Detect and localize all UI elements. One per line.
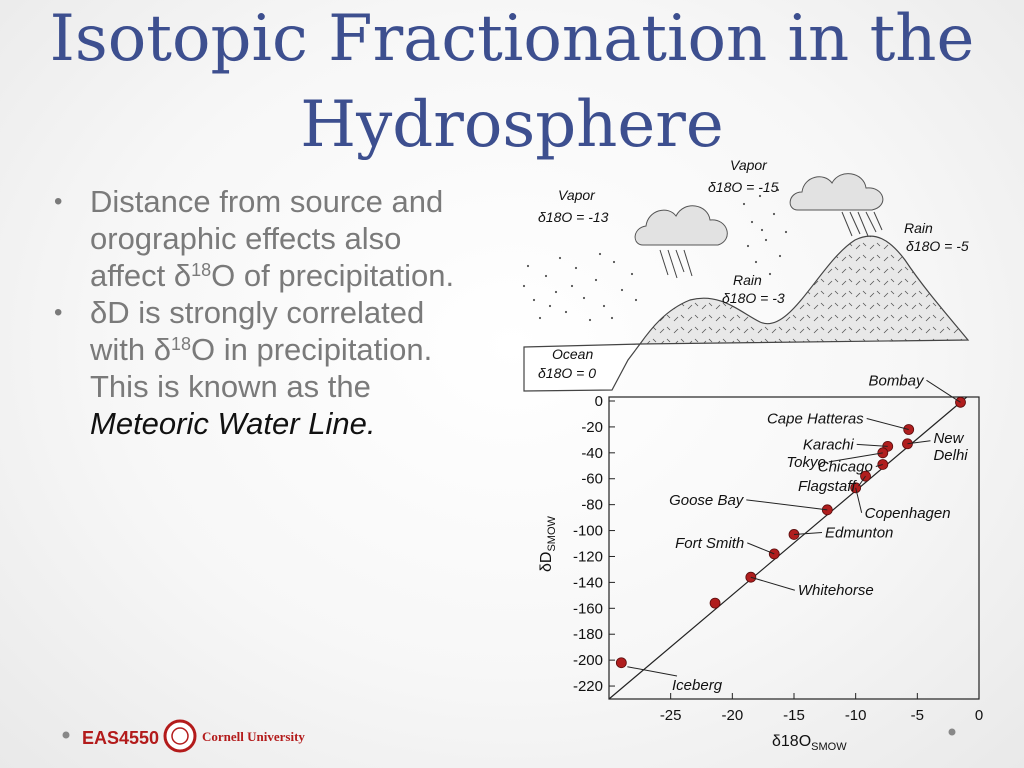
bullet-2: • δD is strongly correlated with δ18O in… (54, 294, 484, 442)
ocean-value: δ18O = 0 (538, 365, 596, 381)
y-tick-label: -140 (573, 574, 603, 591)
x-tick-label: 0 (975, 707, 983, 724)
x-tick-label: -5 (911, 707, 924, 724)
point-label: Goose Bay (669, 492, 745, 509)
annotation-leader (750, 576, 795, 591)
bullet-2-sup: 18 (171, 334, 192, 354)
y-tick-label: -200 (573, 652, 603, 669)
annotation-leader (828, 452, 883, 463)
vapor-dots-left (522, 252, 638, 322)
point-label: Flagstaff (798, 478, 857, 495)
x-tick-label: -25 (660, 707, 682, 724)
y-tick-label: 0 (595, 393, 603, 410)
footer-dot-icon (62, 731, 70, 739)
bullet-2-end: . (366, 406, 376, 441)
y-axis-label-subscript: SMOW (546, 515, 558, 551)
annotation-leader (866, 418, 909, 430)
y-tick-label: -180 (573, 626, 603, 643)
bullet-2-emphasis: Meteoric Water Line (90, 406, 367, 441)
y-axis-label: δDSMOW (538, 515, 558, 572)
data-point (709, 597, 721, 609)
university-name: Cornell University (202, 729, 305, 744)
cloud-left-icon (634, 205, 728, 246)
ocean-label: Ocean (552, 346, 593, 362)
title-line-2: Hydrosphere (300, 88, 724, 162)
rain-right-value: δ18O = -5 (906, 238, 969, 254)
vapor-left-value: δ18O = -13 (538, 209, 609, 225)
point-label: Copenhagen (865, 505, 951, 522)
point-label: Chicago (818, 458, 873, 475)
annotation-leader (746, 499, 828, 511)
point-label: Cape Hatteras (767, 411, 864, 428)
point-label: Karachi (803, 436, 855, 453)
point-label: Edmunton (825, 524, 893, 541)
x-axis-label-subscript: SMOW (811, 741, 847, 753)
point-label: Tokyo (786, 454, 825, 471)
point-label: Fort Smith (675, 535, 744, 552)
y-tick-label: -160 (573, 600, 603, 617)
bullet-dot-icon: • (54, 299, 63, 326)
point-label: Delhi (933, 447, 968, 464)
bullet-2-pre: δD is strongly correlated with δ (90, 295, 425, 367)
annotation-leader (627, 666, 678, 677)
y-tick-label: -20 (581, 419, 603, 436)
bullet-1-rest: O of precipitation. (211, 258, 455, 293)
rain-mid-label: Rain (733, 272, 762, 288)
annotation-leader (793, 531, 823, 535)
point-label: Bombay (868, 372, 925, 389)
x-tick-label: -10 (845, 707, 867, 724)
x-tick-label: -20 (721, 707, 743, 724)
x-tick-label: -15 (783, 707, 805, 724)
point-label: Whitehorse (798, 582, 874, 599)
annotation-leader (907, 440, 931, 445)
cornell-seal-icon (163, 719, 197, 753)
x-axis-label-text: δ18O (772, 733, 811, 750)
annotation-leader (855, 487, 863, 513)
vapor-dots-top (742, 188, 788, 276)
annotation-leader (856, 443, 888, 447)
y-tick-label: -60 (581, 471, 603, 488)
course-code: EAS4550 (82, 728, 159, 748)
annotation-leader (926, 379, 961, 403)
title-line-1: Isotopic Fractionation in the (49, 2, 975, 76)
bullet-1: • Distance from source and orographic ef… (54, 183, 484, 294)
vapor-top-label: Vapor (730, 157, 768, 173)
data-point (615, 657, 627, 669)
vapor-left-label: Vapor (558, 187, 596, 203)
vapor-top-value: δ18O = -15 (708, 179, 779, 195)
y-tick-label: -40 (581, 445, 603, 462)
y-tick-label: -100 (573, 523, 603, 540)
bullet-1-sup: 18 (191, 260, 212, 280)
bullet-list: • Distance from source and orographic ef… (54, 183, 484, 442)
bullet-dot-icon: • (54, 188, 63, 215)
rain-streaks-icon (659, 211, 883, 279)
x-axis-label: δ18OSMOW (772, 733, 847, 753)
y-tick-label: -80 (581, 497, 603, 514)
y-tick-label: -220 (573, 678, 603, 695)
annotation-leader (875, 464, 883, 467)
rain-mid-value: δ18O = -3 (722, 290, 785, 306)
y-tick-label: -120 (573, 548, 603, 565)
mountain-shape (638, 235, 970, 345)
annotation-leader (747, 542, 775, 555)
point-label: Iceberg (672, 677, 723, 694)
cloud-right-icon (789, 173, 884, 211)
footer-dot-icon (948, 728, 956, 736)
rain-right-label: Rain (904, 220, 933, 236)
point-label: New (933, 430, 964, 447)
bullet-2-mid: O in precipitation. This is known as the (90, 332, 433, 404)
ocean-shape (523, 343, 642, 392)
bullet-1-text: Distance from source and orographic effe… (90, 184, 444, 293)
annotation-leader (858, 475, 866, 487)
y-axis-label-text: δD (538, 552, 555, 572)
cornell-seal-inner-icon (171, 727, 189, 745)
